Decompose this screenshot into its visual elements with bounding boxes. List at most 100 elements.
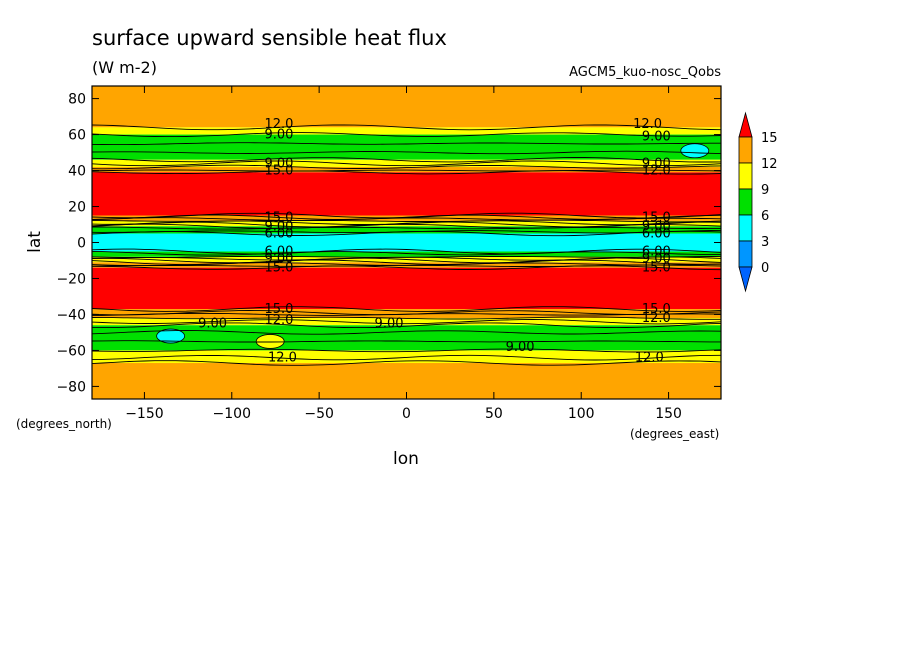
- band-4: [92, 166, 721, 173]
- contour-line: [91, 257, 722, 264]
- contour-line: [92, 226, 721, 230]
- contour-label: 9.00: [642, 252, 671, 267]
- band-9: [92, 233, 721, 252]
- x-tick-label: −150: [125, 406, 163, 422]
- band-8: [92, 226, 721, 234]
- x-tick-label: 150: [655, 406, 682, 422]
- contour-line: [91, 217, 722, 221]
- patch-1: [156, 328, 186, 344]
- contour-label: 6.00: [642, 227, 671, 242]
- y-tick-label: −80: [56, 379, 86, 395]
- contour-line: [91, 169, 722, 172]
- contour-label: 15.0: [264, 164, 293, 179]
- contour-label: 9.00: [264, 128, 293, 143]
- y-tick-label: −60: [56, 343, 86, 359]
- contour-label: 9.00: [264, 252, 293, 267]
- contour-line: [91, 306, 722, 312]
- y-units-label: (degrees_north): [16, 417, 112, 431]
- contour-line: [91, 132, 722, 138]
- colorbar-swatch: [738, 162, 753, 190]
- contour-line: [91, 124, 722, 131]
- x-tick-label: 100: [568, 406, 595, 422]
- colorbar-label: 6: [761, 209, 769, 224]
- contour-label: 6.00: [264, 244, 293, 259]
- x-axis-label: lon: [393, 449, 419, 469]
- contour-label: 15.0: [264, 302, 293, 317]
- band-1: [92, 127, 721, 135]
- contour-label: 12.0: [642, 164, 671, 179]
- x-tick-label: 0: [402, 406, 411, 422]
- contour-label: 6.00: [264, 227, 293, 242]
- colorbar-swatch: [738, 136, 753, 164]
- contour-label: 9.00: [264, 156, 293, 171]
- contour-label: 12.0: [264, 117, 293, 132]
- contour-line: [91, 340, 721, 343]
- contour-label: 12.0: [268, 351, 297, 366]
- contour-line: [91, 348, 722, 353]
- contour-line: [91, 142, 721, 146]
- contour-line: [91, 160, 722, 167]
- y-axis-ticks: 80 60 40 20 0 −20 −40 −60 −80: [56, 92, 721, 395]
- contour-line: [91, 360, 722, 366]
- contour-label: 9.00: [264, 219, 293, 234]
- contour-label: 15.0: [642, 210, 671, 225]
- y-tick-label: 80: [68, 92, 86, 108]
- y-axis-label: lat: [25, 231, 45, 253]
- contour-label: 15.0: [264, 210, 293, 225]
- contour-lines: [91, 124, 722, 366]
- contour-line: [91, 223, 722, 229]
- colorbar: 15 12 9 6 3 0: [738, 111, 778, 293]
- contour-label: 9.00: [642, 129, 671, 144]
- colorbar-label: 0: [761, 261, 769, 276]
- contour-label: 9.00: [198, 316, 227, 331]
- contour-line: [91, 164, 722, 170]
- x-axis-ticks: −150 −100 −50 0 50 100 150: [125, 86, 682, 422]
- band-17: [92, 350, 721, 364]
- band-5: [92, 172, 721, 216]
- colorbar-label: 3: [761, 235, 769, 250]
- contour-line: [91, 170, 722, 175]
- contour-label: 12.0: [635, 351, 664, 366]
- contour-line: [91, 330, 722, 335]
- contour-line: [91, 316, 721, 320]
- x-tick-label: −50: [304, 406, 334, 422]
- contour-line: [91, 230, 722, 237]
- contour-label: 12.0: [642, 311, 671, 326]
- band-3: [92, 159, 721, 167]
- contour-label: 9.00: [506, 340, 535, 355]
- colorbar-label: 15: [761, 131, 778, 146]
- run-label: AGCM5_kuo-nosc_Qobs: [569, 65, 721, 80]
- chart-title: surface upward sensible heat flux: [92, 26, 447, 50]
- contour-label: 12.0: [633, 117, 662, 132]
- contour-line: [91, 150, 722, 155]
- contour-line: [91, 157, 722, 163]
- contour-line: [92, 322, 722, 329]
- y-tick-label: 0: [77, 236, 86, 252]
- contour-line: [91, 319, 722, 325]
- band-14: [92, 309, 721, 319]
- contour-line: [91, 265, 722, 271]
- units-label: (W m-2): [92, 58, 157, 77]
- contour-line: [91, 354, 722, 361]
- contour-line: [91, 312, 721, 317]
- contour-line: [91, 264, 722, 267]
- colorbar-bottom-arrow: [738, 266, 753, 293]
- y-tick-label: 40: [68, 164, 86, 180]
- contour-label: 9.00: [375, 316, 404, 331]
- colorbar-top-arrow: [738, 111, 753, 138]
- contour-label: 15.0: [642, 261, 671, 276]
- band-2: [92, 134, 721, 160]
- colorbar-swatch: [738, 188, 753, 216]
- colorbar-swatch: [738, 214, 753, 242]
- colorbar-label: 12: [761, 157, 778, 172]
- contour-label: 9.00: [642, 219, 671, 234]
- y-tick-label: −20: [56, 271, 86, 287]
- x-tick-label: −100: [213, 406, 251, 422]
- band-15: [92, 318, 721, 326]
- patch-2: [255, 334, 285, 349]
- band-10: [92, 251, 721, 257]
- patch-0: [680, 143, 710, 159]
- contour-label: 15.0: [264, 261, 293, 276]
- y-tick-label: 20: [68, 200, 86, 216]
